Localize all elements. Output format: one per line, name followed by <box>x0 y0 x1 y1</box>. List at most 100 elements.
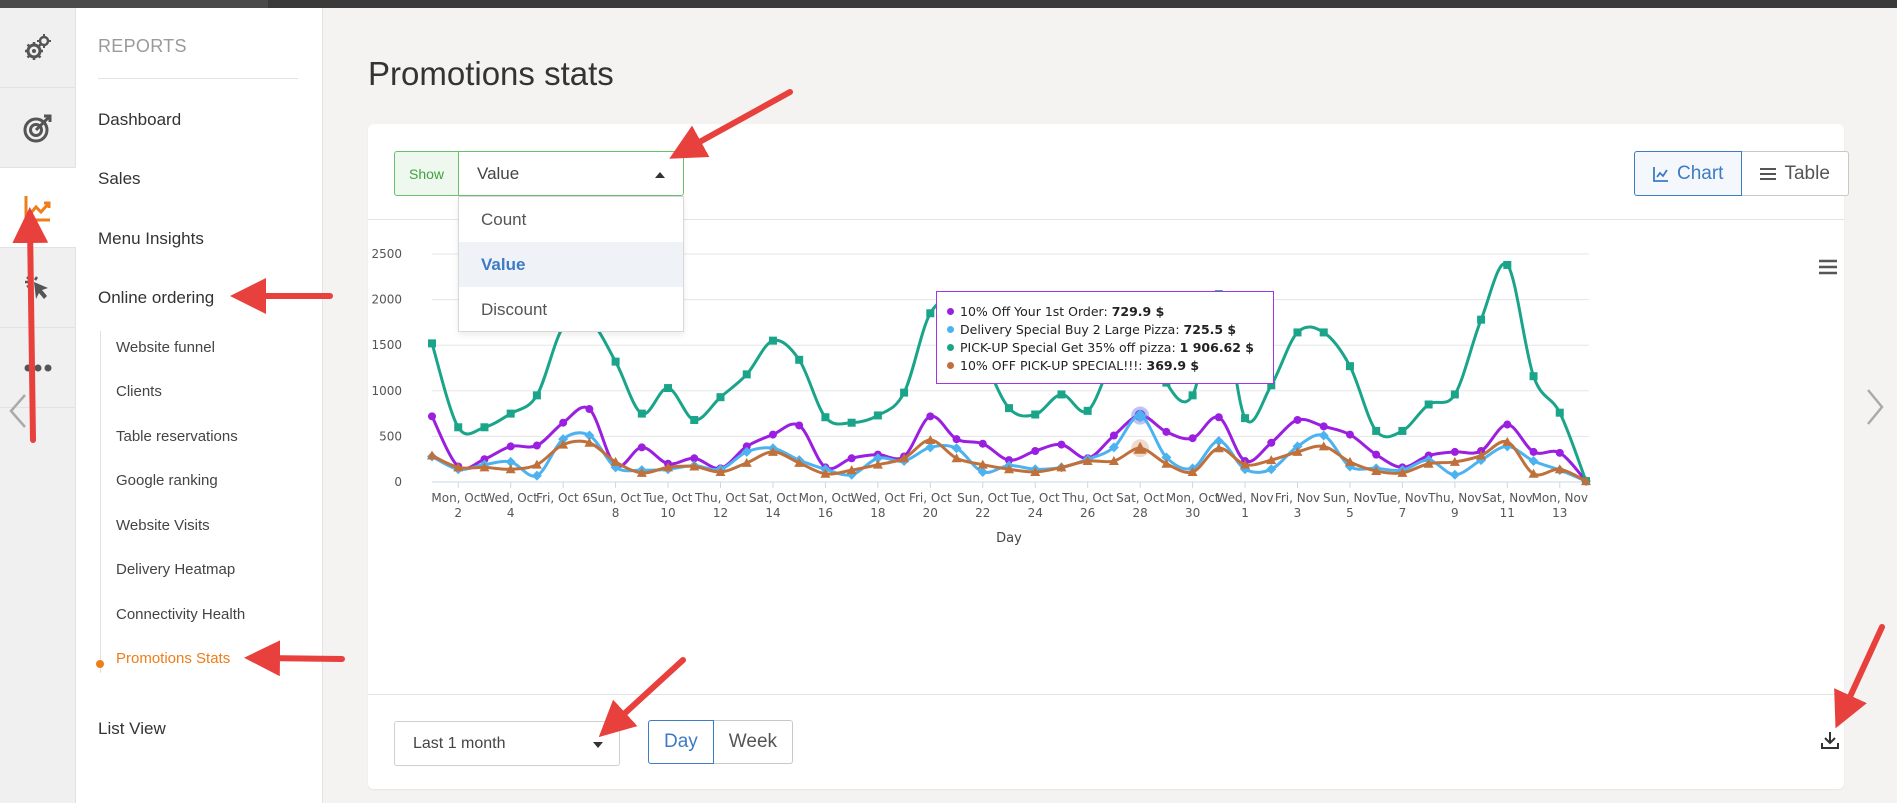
data-point <box>1345 362 1354 371</box>
sidebar-item-online-ordering[interactable]: Online ordering <box>98 288 215 307</box>
sidebar-subitem-clients[interactable]: Clients <box>116 383 162 400</box>
tooltip-row: PICK-UP Special Get 35% off pizza: 1 906.… <box>947 338 1263 356</box>
data-point <box>1161 452 1172 463</box>
x-tick-label: 1 <box>1241 506 1249 520</box>
x-tick-label: Wed, Nov <box>1216 491 1273 505</box>
sidebar-subitem-promotions-stats[interactable]: Promotions Stats <box>116 650 231 667</box>
table-view-label: Table <box>1784 162 1830 184</box>
data-point <box>1449 456 1460 466</box>
data-point <box>428 339 436 348</box>
rail-integrations[interactable] <box>0 248 76 328</box>
x-tick-label: 4 <box>507 506 515 520</box>
data-point <box>1503 260 1512 269</box>
option-count[interactable]: Count <box>481 209 527 229</box>
chart-tooltip: 10% Off Your 1st Order: 729.9 $ Delivery … <box>936 291 1274 384</box>
data-point <box>1266 464 1277 475</box>
x-tick-label: Sat, Oct <box>749 491 797 505</box>
data-point <box>1397 467 1408 477</box>
data-point <box>846 469 857 480</box>
tooltip-row: 10% OFF PICK-UP SPECIAL!!!: 369.9 $ <box>947 356 1263 374</box>
sidebar-subitem-google-ranking[interactable]: Google ranking <box>116 472 218 489</box>
data-point <box>1344 456 1355 466</box>
sidebar-item-dashboard[interactable]: Dashboard <box>98 110 182 129</box>
data-point <box>795 421 804 430</box>
rail-marketing[interactable] <box>0 88 76 168</box>
date-range-select[interactable]: Last 1 month <box>394 721 620 766</box>
data-point <box>1057 390 1066 399</box>
sidebar-title: REPORTS <box>98 36 187 56</box>
tooltip-series-name: 10% Off Your 1st Order: <box>960 303 1108 319</box>
chart-view-button[interactable]: Chart <box>1634 151 1743 196</box>
sidebar-item-menu-insights[interactable]: Menu Insights <box>98 229 204 248</box>
active-indicator-dot <box>96 660 104 668</box>
data-point <box>1005 404 1013 413</box>
rail-reports[interactable] <box>0 168 76 248</box>
data-point <box>1292 446 1303 456</box>
series-dot-icon <box>947 343 954 351</box>
sidebar-subitem-website-visits[interactable]: Website Visits <box>116 517 210 534</box>
data-point <box>1529 447 1538 456</box>
sidebar-subitem-table-reservations[interactable]: Table reservations <box>116 428 238 445</box>
data-point <box>1108 456 1119 466</box>
annotation-arrow <box>1834 624 1885 729</box>
x-tick-label: Mon, Oct <box>799 491 853 505</box>
data-point <box>1162 427 1171 436</box>
top-bar <box>0 0 1897 8</box>
x-tick-label: Fri, Nov <box>1275 491 1320 505</box>
x-tick-label: Tue, Oct <box>643 491 693 505</box>
data-point <box>872 453 883 464</box>
x-tick-label: Sun, Oct <box>957 491 1009 505</box>
option-discount[interactable]: Discount <box>481 299 548 319</box>
data-point <box>742 370 751 379</box>
table-view-button[interactable]: Table <box>1742 151 1849 196</box>
sidebar-subitem-connectivity-health[interactable]: Connectivity Health <box>116 606 246 623</box>
data-point <box>1187 466 1198 476</box>
data-point <box>1503 420 1512 429</box>
tooltip-series-value: 369.9 $ <box>1146 357 1200 373</box>
card-divider-bottom <box>368 694 1844 695</box>
data-point <box>925 442 936 453</box>
data-point <box>1398 426 1407 435</box>
week-button[interactable]: Week <box>713 720 794 764</box>
x-tick-label: 14 <box>765 506 780 520</box>
data-point <box>821 413 830 422</box>
sidebar-item-list-view[interactable]: List View <box>98 719 166 738</box>
chevron-left-icon[interactable] <box>8 393 28 429</box>
data-point <box>1555 448 1564 457</box>
metric-select[interactable]: Value <box>458 151 684 196</box>
sidebar-subitem-website-funnel[interactable]: Website funnel <box>116 339 215 356</box>
data-point <box>977 466 988 477</box>
tooltip-series-name: Delivery Special Buy 2 Large Pizza: <box>960 321 1180 337</box>
x-tick-label: Thu, Oct <box>694 491 746 505</box>
chart-menu-icon[interactable] <box>1818 259 1838 275</box>
sidebar-subitem-delivery-heatmap[interactable]: Delivery Heatmap <box>116 561 236 578</box>
data-point <box>663 462 674 472</box>
data-point <box>637 409 646 418</box>
tooltip-row: 10% Off Your 1st Order: 729.9 $ <box>947 302 1263 320</box>
data-point <box>872 459 883 469</box>
data-point <box>1372 450 1381 459</box>
data-point <box>1372 426 1381 435</box>
sidebar-item-sales[interactable]: Sales <box>98 169 141 188</box>
x-tick-label: Sun, Oct <box>590 491 642 505</box>
data-point <box>716 393 725 402</box>
data-point <box>1240 459 1251 469</box>
rail-settings[interactable] <box>0 8 76 88</box>
chevron-right-icon[interactable] <box>1865 388 1885 426</box>
list-icon <box>1760 167 1777 180</box>
data-point <box>532 441 541 450</box>
series-dot-icon <box>947 307 954 315</box>
data-point <box>1528 456 1539 467</box>
download-icon[interactable] <box>1820 730 1840 750</box>
data-point <box>585 405 594 414</box>
data-point <box>978 439 987 448</box>
data-point <box>1502 436 1513 446</box>
data-point <box>1319 422 1328 431</box>
x-tick-label: 30 <box>1185 506 1200 520</box>
day-button[interactable]: Day <box>648 720 714 764</box>
x-tick-label: 11 <box>1500 506 1515 520</box>
x-tick-label: 10 <box>660 506 675 520</box>
tooltip-series-value: 1 906.62 $ <box>1179 339 1255 355</box>
x-tick-label: Mon, Oct <box>1166 491 1220 505</box>
option-value[interactable]: Value <box>459 242 683 287</box>
